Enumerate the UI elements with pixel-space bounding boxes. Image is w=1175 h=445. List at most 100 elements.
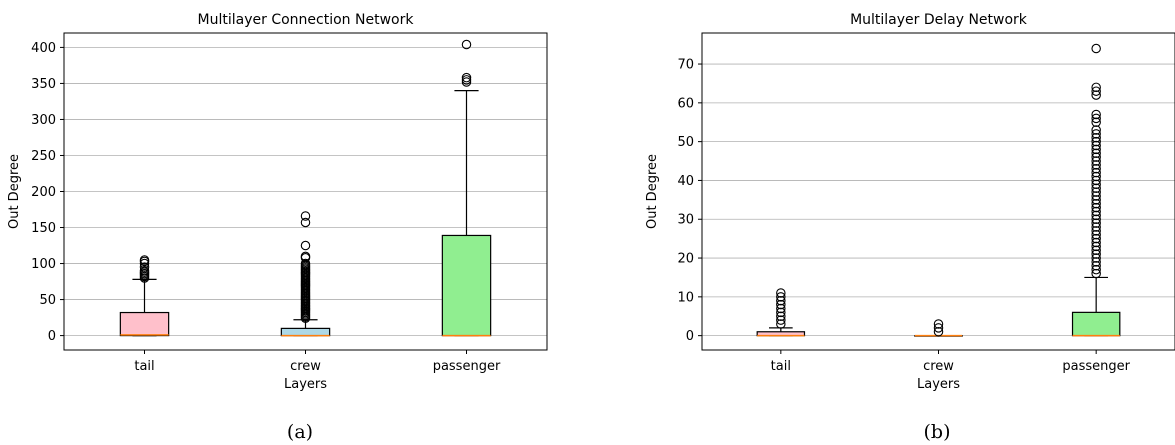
outlier-point (1091, 233, 1101, 244)
outlier-point (776, 295, 786, 306)
outlier-point (300, 258, 311, 269)
outlier-point (1091, 214, 1101, 224)
outlier-point (1091, 187, 1101, 197)
y-gridlines (702, 63, 1175, 337)
y-tick-label: 0 (686, 329, 694, 344)
outlier-point (1091, 218, 1101, 228)
y-tick-label: 0 (48, 329, 56, 344)
outlier-point (1091, 257, 1101, 267)
outlier-point (1091, 156, 1101, 166)
outlier-point (1091, 148, 1101, 159)
box-tail (119, 255, 170, 337)
outlier-point (1091, 133, 1101, 143)
outlier-point (300, 217, 311, 228)
box-body (1071, 311, 1121, 337)
outlier-point (1091, 140, 1101, 151)
outlier-point (776, 319, 786, 329)
outlier-point (1091, 226, 1101, 236)
outlier-point (1091, 113, 1101, 124)
box-crew (914, 319, 963, 337)
outlier-point (1091, 144, 1101, 155)
chart-panel-delay: 0 10 20 30 40 50 60 70 tail crew passenger Multil… (645, 12, 1175, 443)
outlier-point (1091, 195, 1101, 205)
outlier-point (1091, 245, 1101, 256)
outlier-point (1091, 210, 1101, 221)
y-tick-label: 40 (677, 174, 694, 189)
y-tick-label: 200 (31, 185, 56, 200)
outlier-point (933, 327, 944, 337)
outlier-point (933, 319, 944, 329)
box-plots (756, 43, 1121, 337)
outlier-point (1091, 82, 1101, 93)
outlier-point (1091, 206, 1101, 217)
outlier-point (1091, 43, 1101, 54)
outlier-point (300, 251, 311, 262)
outlier-point (1091, 183, 1101, 193)
outlier-point (1091, 86, 1101, 96)
y-tick-label: 400 (31, 41, 56, 56)
outlier-point (1091, 171, 1101, 182)
outlier-point (776, 303, 786, 314)
outlier-point (776, 299, 786, 310)
x-axis-ticks: tail crew passenger (134, 350, 501, 374)
y-tick-label: 250 (31, 149, 56, 164)
y-tick-label: 20 (677, 252, 694, 267)
outlier-point (1091, 264, 1101, 275)
figure-caption: (b) (924, 421, 951, 443)
outlier-point (139, 265, 150, 276)
outlier-point (300, 240, 311, 251)
y-tick-label: 10 (677, 290, 694, 305)
outlier-point (1091, 117, 1101, 127)
x-axis-label: Layers (917, 377, 960, 392)
outlier-point (1091, 222, 1101, 232)
outlier-point (1091, 129, 1101, 139)
outlier-point (1091, 125, 1101, 135)
figure-caption: (a) (287, 421, 313, 443)
outlier-point (1091, 241, 1101, 252)
outlier-point (461, 39, 472, 50)
outlier-point (1091, 167, 1101, 178)
y-tick-label: 350 (31, 77, 56, 92)
outlier-point (1091, 175, 1101, 186)
outlier-point (300, 211, 311, 221)
y-axis-ticks: 0 10 20 30 40 50 60 70 (677, 58, 702, 344)
outlier-point (1091, 90, 1101, 100)
y-axis-ticks: 0 50 100 150 200 250 300 350 400 (31, 41, 64, 344)
outlier-point (776, 307, 786, 318)
x-tick-label: tail (134, 359, 154, 374)
plot-frame (701, 32, 1175, 351)
outlier-point (1091, 249, 1101, 259)
y-tick-label: 150 (31, 221, 56, 236)
outlier-point (776, 311, 786, 321)
x-axis-label: Layers (284, 377, 327, 392)
box-body (119, 311, 170, 337)
y-axis-label: Out Degree (7, 154, 22, 229)
outlier-point (1091, 198, 1101, 209)
y-tick-label: 300 (31, 113, 56, 128)
y-tick-label: 50 (677, 135, 694, 150)
box-crew (280, 211, 331, 337)
y-axis-label: Out Degree (645, 154, 660, 229)
outlier-point (139, 262, 150, 272)
y-tick-label: 60 (677, 96, 694, 111)
outlier-point (933, 323, 944, 333)
x-axis-ticks: tail crew passenger (771, 350, 1131, 374)
chart-panel-connection: 0 50 100 150 200 250 300 350 400 tail crew passeng… (7, 12, 548, 443)
box-passenger (441, 39, 492, 337)
outlier-point (1091, 237, 1101, 248)
outlier-point (1091, 230, 1101, 240)
y-tick-label: 100 (31, 257, 56, 272)
outlier-point (139, 255, 150, 265)
outlier-point (1091, 152, 1101, 162)
y-tick-label: 50 (39, 293, 56, 308)
outlier-point (461, 72, 472, 83)
outlier-point (1091, 202, 1101, 213)
chart-title: Multilayer Delay Network (850, 12, 1028, 28)
outlier-point (1091, 261, 1101, 271)
y-tick-label: 70 (677, 58, 694, 73)
box-body (280, 327, 331, 337)
x-tick-label: crew (923, 359, 954, 374)
outlier-point (776, 292, 786, 302)
outlier-point (1091, 136, 1101, 147)
